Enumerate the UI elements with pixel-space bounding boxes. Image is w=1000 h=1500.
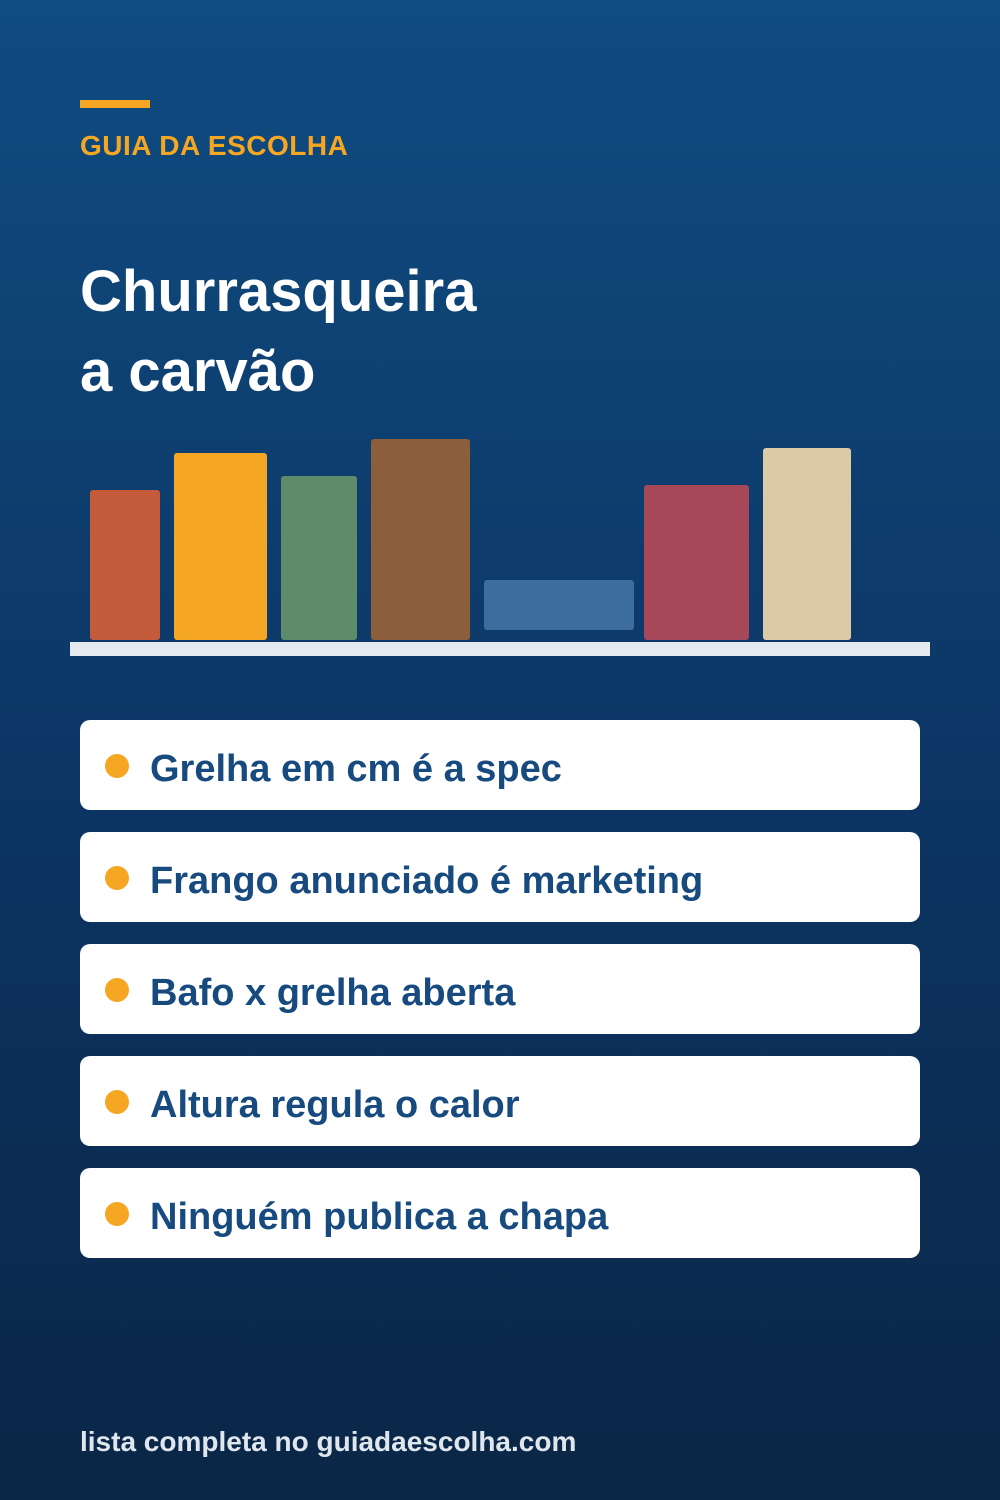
book [644,485,749,640]
title-line: a carvão [80,339,316,404]
bullet [105,1202,129,1226]
title-line: Churrasqueira [80,259,477,324]
book [174,453,267,640]
card: Altura regula o calor [80,1056,920,1146]
bullet [105,866,129,890]
book [763,448,851,640]
book [371,439,470,640]
illustration [70,439,930,656]
accent-bar [80,100,150,108]
bullet [105,754,129,778]
card: Bafo x grelha aberta [80,944,920,1034]
card: Frango anunciado é marketing [80,832,920,922]
book [484,580,634,630]
book [281,476,357,640]
card: Grelha em cm é a spec [80,720,920,810]
brand: GUIA DA ESCOLHA [80,130,349,161]
bullet [105,978,129,1002]
card-text: Frango anunciado é marketing [150,860,704,902]
footer: lista completa no guiadaescolha.com [80,1426,577,1457]
title: Churrasqueira a carvão [80,252,476,412]
bullet [105,1090,129,1114]
shelf [70,642,930,656]
book [90,490,160,640]
card-text: Ninguém publica a chapa [150,1196,609,1238]
card-text: Bafo x grelha aberta [150,972,516,1014]
card-text: Grelha em cm é a spec [150,748,562,790]
card-list: Grelha em cm é a spec Frango anunciado é … [80,720,920,1280]
card-text: Altura regula o calor [150,1084,520,1126]
card: Ninguém publica a chapa [80,1168,920,1258]
